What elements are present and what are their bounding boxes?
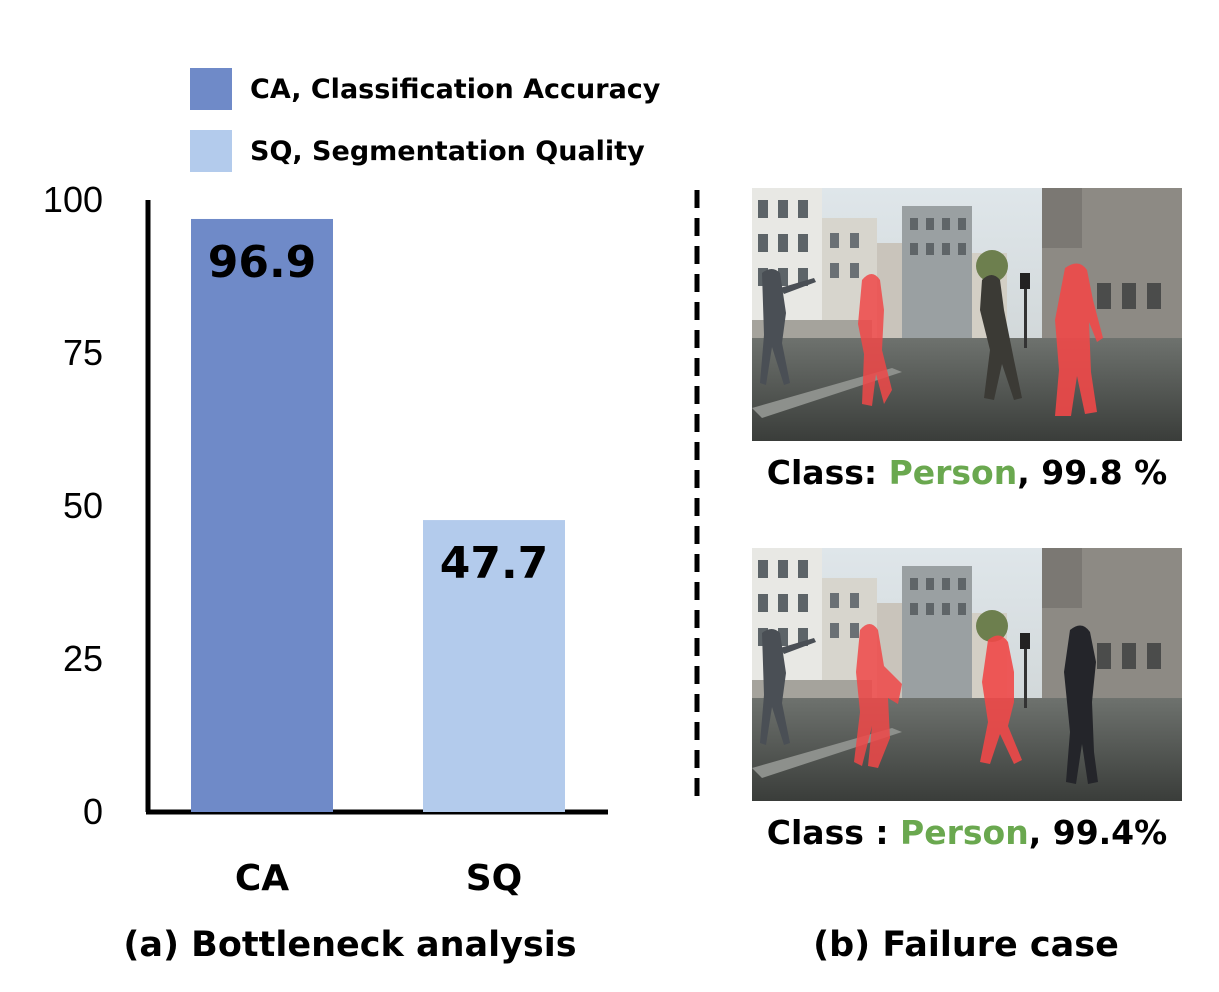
x-tick-label-sq: SQ [466,858,523,899]
data-label-sq: 47.7 [440,538,549,589]
y-tick-label: 25 [63,638,103,679]
class-label-1: Class: Person, 99.8 % [767,453,1167,492]
mask-person-left [854,624,902,768]
mask-person-middle [980,635,1022,764]
y-tick-label: 100 [43,179,103,220]
bars [191,218,565,813]
caption-b: (b) Failure case [813,925,1119,965]
person-unmasked [1064,625,1098,784]
legend-label: SQ, Segmentation Quality [250,136,645,167]
legend-swatch [190,130,232,172]
failure-image-2 [752,548,1182,801]
class-label-2: Class : Person, 99.4% [767,813,1167,852]
person-unmasked [980,275,1022,400]
mask-person-left [858,274,892,406]
caption-a: (a) Bottleneck analysis [123,925,576,965]
bar-ca [191,218,333,813]
legend: CA, Classification Accuracy SQ, Segmentat… [190,68,661,172]
y-tick-label: 50 [63,485,103,526]
failure-image-1 [752,188,1182,441]
bar-labels: 96.9 CA 47.7 SQ [208,237,549,899]
legend-label: CA, Classification Accuracy [250,74,661,105]
data-label-ca: 96.9 [208,237,317,288]
legend-swatch [190,68,232,110]
y-tick-label: 0 [83,791,103,832]
bar-sq [423,520,565,812]
mask-person-right [1055,263,1103,416]
x-tick-label-ca: CA [235,858,289,899]
y-tick-label: 75 [63,332,103,373]
